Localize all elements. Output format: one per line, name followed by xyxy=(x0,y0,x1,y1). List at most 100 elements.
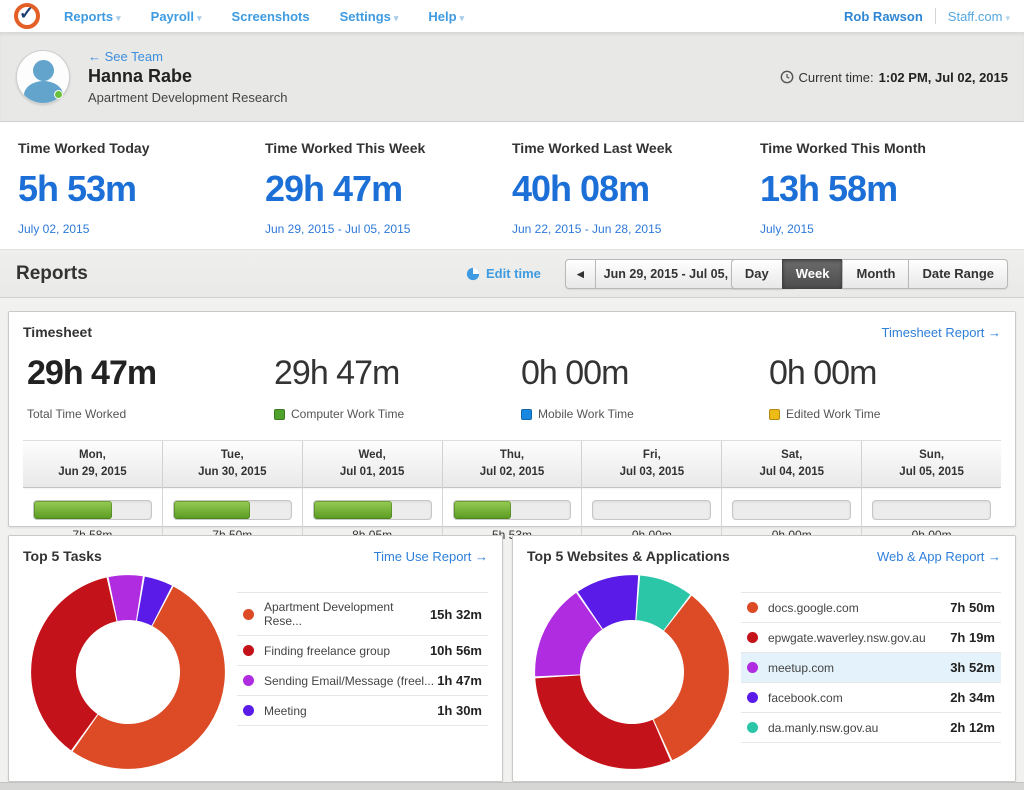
stat-time-worked-this-month: Time Worked This Month 13h 58m July, 201… xyxy=(760,140,926,236)
web-app-report-link[interactable]: Web & App Report → xyxy=(876,548,1001,564)
legend-item[interactable]: epwgate.waverley.nsw.gov.au 7h 19m xyxy=(741,623,1001,653)
avatar xyxy=(16,50,70,104)
view-month-button[interactable]: Month xyxy=(842,258,909,289)
day-progress-bar xyxy=(312,500,432,521)
legend-item[interactable]: Meeting 1h 30m xyxy=(237,696,488,726)
series-dot xyxy=(747,602,758,613)
stat-period: Jun 29, 2015 - Jul 05, 2015 xyxy=(265,222,411,236)
timesheet-panel: Timesheet Timesheet Report → 29h 47m Tot… xyxy=(8,311,1016,553)
stat-value: 40h 08m xyxy=(512,168,650,209)
timesheet-summary: 29h 47m Total Time Worked 29h 47m Comput… xyxy=(9,340,1015,436)
top-tasks-panel: Top 5 Tasks Time Use Report → Apartment … xyxy=(8,535,503,782)
legend-item[interactable]: Apartment Development Rese... 15h 32m xyxy=(237,592,488,636)
stat-value: 5h 53m xyxy=(18,168,137,209)
day-progress-bar xyxy=(452,500,572,521)
tasks-panel-title: Top 5 Tasks xyxy=(23,548,102,564)
stat-time-worked-last-week: Time Worked Last Week 40h 08m Jun 22, 20… xyxy=(512,140,673,236)
summary-computer-time: 29h 47m Computer Work Time xyxy=(274,354,405,421)
websites-panel-title: Top 5 Websites & Applications xyxy=(527,548,730,564)
day-progress-bar xyxy=(592,500,712,521)
stats-row: Time Worked Today 5h 53m July 02, 2015 T… xyxy=(0,122,1024,250)
series-dot xyxy=(243,705,254,716)
summary-mobile-time: 0h 00m Mobile Work Time xyxy=(521,354,634,421)
mobile-time-swatch xyxy=(521,408,532,420)
summary-edited-time: 0h 00m Edited Work Time xyxy=(769,354,881,421)
series-dot xyxy=(243,675,254,686)
stat-time-worked-today: Time Worked Today 5h 53m July 02, 2015 xyxy=(18,140,150,236)
summary-total-time: 29h 47m Total Time Worked xyxy=(27,354,157,421)
websites-legend: docs.google.com 7h 50m epwgate.waverley.… xyxy=(741,592,1001,778)
view-day-button[interactable]: Day xyxy=(730,258,782,289)
day-column-fri: Fri,Jul 03, 2015 0h 00m xyxy=(582,441,723,553)
account-menu[interactable]: Staff.com ▾ xyxy=(947,8,1010,24)
time-use-report-link[interactable]: Time Use Report → xyxy=(373,548,488,564)
websites-donut-chart xyxy=(523,566,741,778)
current-time: Current time: 1:02 PM, Jul 02, 2015 xyxy=(780,69,1008,85)
section-title: Reports xyxy=(16,262,88,284)
view-switcher: Day Week Month Date Range xyxy=(730,258,1008,289)
stat-period: Jun 22, 2015 - Jun 28, 2015 xyxy=(512,222,662,236)
nav-item-help[interactable]: Help ▾ xyxy=(428,8,465,24)
nav-item-settings[interactable]: Settings ▾ xyxy=(339,8,399,24)
edit-time-icon xyxy=(466,267,480,280)
current-time-label: Current time: xyxy=(798,69,874,85)
current-user-link[interactable]: Rob Rawson xyxy=(844,8,923,24)
stat-period: July 02, 2015 xyxy=(18,222,90,236)
legend-item[interactable]: Finding freelance group 10h 56m xyxy=(237,636,488,666)
current-time-value: 1:02 PM, Jul 02, 2015 xyxy=(878,69,1008,85)
stat-value: 13h 58m xyxy=(760,168,898,209)
edited-time-swatch xyxy=(769,408,780,420)
day-column-tue: Tue,Jun 30, 2015 7h 50m xyxy=(162,441,303,553)
legend-item[interactable]: Sending Email/Message (freel... 1h 47m xyxy=(237,666,488,696)
edit-time-button[interactable]: Edit time xyxy=(466,266,541,281)
chevron-down-icon: ▾ xyxy=(1005,12,1010,23)
stat-time-worked-this-week: Time Worked This Week 29h 47m Jun 29, 20… xyxy=(265,140,426,236)
legend-item[interactable]: docs.google.com 7h 50m xyxy=(741,592,1001,623)
legend-item[interactable]: meetup.com 3h 52m xyxy=(741,653,1001,683)
online-status-dot xyxy=(54,90,63,99)
chevron-down-icon: ▾ xyxy=(197,12,202,23)
day-column-thu: Thu,Jul 02, 2015 5h 53m xyxy=(442,441,583,553)
reports-toolbar: Reports Edit time ◂ Jun 29, 2015 - Jul 0… xyxy=(0,250,1024,298)
day-progress-bar xyxy=(172,500,292,521)
series-dot xyxy=(243,608,254,620)
day-column-sat: Sat,Jul 04, 2015 0h 00m xyxy=(722,441,863,553)
current-task-label: Apartment Development Research xyxy=(88,90,288,105)
series-dot xyxy=(747,722,758,733)
series-dot xyxy=(747,692,758,703)
user-header: ← See Team Hanna Rabe Apartment Developm… xyxy=(0,33,1024,122)
page-title: Hanna Rabe xyxy=(88,66,193,86)
top-nav: ✓ Reports ▾ Payroll ▾ Screenshots Settings… xyxy=(0,0,1024,33)
timesheet-title: Timesheet xyxy=(23,324,92,340)
see-team-link[interactable]: ← See Team xyxy=(88,49,163,64)
day-progress-bar xyxy=(33,500,152,521)
chevron-down-icon: ▾ xyxy=(116,12,121,23)
tasks-legend: Apartment Development Rese... 15h 32m Fi… xyxy=(237,592,488,778)
nav-item-payroll[interactable]: Payroll ▾ xyxy=(150,8,202,24)
page-bottom-strip xyxy=(0,782,1024,790)
day-column-sun: Sun,Jul 05, 2015 0h 00m xyxy=(862,441,1002,552)
series-dot xyxy=(747,662,758,673)
prev-period-button[interactable]: ◂ xyxy=(565,258,595,289)
clock-icon xyxy=(780,70,793,84)
nav-item-screenshots[interactable]: Screenshots xyxy=(231,8,310,24)
day-column-wed: Wed,Jul 01, 2015 8h 05m xyxy=(302,441,443,553)
stat-value: 29h 47m xyxy=(265,168,403,209)
computer-time-swatch xyxy=(274,408,285,420)
day-progress-bar xyxy=(732,500,852,521)
divider xyxy=(934,8,936,24)
view-week-button[interactable]: Week xyxy=(781,258,843,289)
series-dot xyxy=(747,632,758,643)
top-websites-panel: Top 5 Websites & Applications Web & App … xyxy=(512,535,1016,782)
series-dot xyxy=(243,645,254,656)
legend-item[interactable]: facebook.com 2h 34m xyxy=(741,683,1001,713)
nav-item-reports[interactable]: Reports ▾ xyxy=(64,8,121,24)
legend-item[interactable]: da.manly.nsw.gov.au 2h 12m xyxy=(741,713,1001,743)
day-progress-bar xyxy=(872,500,992,521)
stat-period: July, 2015 xyxy=(760,222,814,236)
chevron-down-icon: ▾ xyxy=(393,12,399,23)
timesheet-report-link[interactable]: Timesheet Report → xyxy=(881,324,1001,340)
view-date-range-button[interactable]: Date Range xyxy=(908,258,1008,289)
app-logo-icon[interactable]: ✓ xyxy=(14,3,40,29)
tasks-donut-chart xyxy=(19,566,237,778)
